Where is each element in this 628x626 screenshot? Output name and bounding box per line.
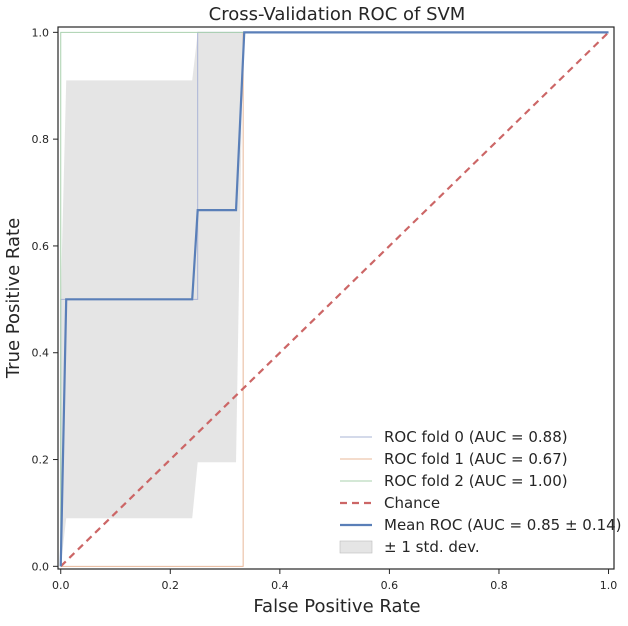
chart-title: Cross-Validation ROC of SVM xyxy=(209,4,466,25)
legend-entry: ROC fold 1 (AUC = 0.67) xyxy=(340,450,568,468)
legend-entry: ROC fold 2 (AUC = 1.00) xyxy=(340,472,568,490)
x-axis-ticks: 0.0 0.2 0.4 0.6 0.8 1.0 xyxy=(52,569,617,592)
x-axis-label: False Positive Rate xyxy=(253,596,420,617)
legend-entry: Mean ROC (AUC = 0.85 ± 0.14) xyxy=(340,516,622,534)
y-tick-label: 0.8 xyxy=(32,133,50,146)
legend-entry: ± 1 std. dev. xyxy=(339,538,480,556)
x-tick-label: 0.4 xyxy=(271,579,289,592)
legend-swatch xyxy=(339,540,373,554)
y-tick-label: 0.2 xyxy=(32,454,50,467)
y-tick-label: 0.4 xyxy=(32,347,50,360)
legend-label: ROC fold 0 (AUC = 0.88) xyxy=(384,428,568,446)
series-layer xyxy=(59,31,610,568)
mean-roc-line xyxy=(59,31,609,567)
plot-frame xyxy=(57,26,615,570)
legend-entry: ROC fold 0 (AUC = 0.88) xyxy=(340,428,568,446)
y-tick-label: 1.0 xyxy=(32,26,50,39)
y-axis-label: True Positive Rate xyxy=(3,218,24,379)
y-tick-label: 0.6 xyxy=(32,240,50,253)
legend-label: ROC fold 2 (AUC = 1.00) xyxy=(384,472,568,490)
legend-label: Mean ROC (AUC = 0.85 ± 0.14) xyxy=(384,516,622,534)
x-tick-label: 0.6 xyxy=(381,579,399,592)
x-tick-label: 0.0 xyxy=(52,579,70,592)
legend-label: ± 1 std. dev. xyxy=(384,538,480,556)
y-axis-ticks: 0.0 0.2 0.4 0.6 0.8 1.0 xyxy=(32,26,58,573)
x-tick-label: 0.2 xyxy=(162,579,180,592)
legend-label: ROC fold 1 (AUC = 0.67) xyxy=(384,450,568,468)
legend: ROC fold 0 (AUC = 0.88) ROC fold 1 (AUC =… xyxy=(339,428,622,556)
chance-line xyxy=(59,31,610,568)
legend-label: Chance xyxy=(384,494,440,512)
x-tick-label: 1.0 xyxy=(600,579,618,592)
legend-entry: Chance xyxy=(340,494,440,512)
x-tick-label: 0.8 xyxy=(490,579,508,592)
y-tick-label: 0.0 xyxy=(32,560,50,573)
